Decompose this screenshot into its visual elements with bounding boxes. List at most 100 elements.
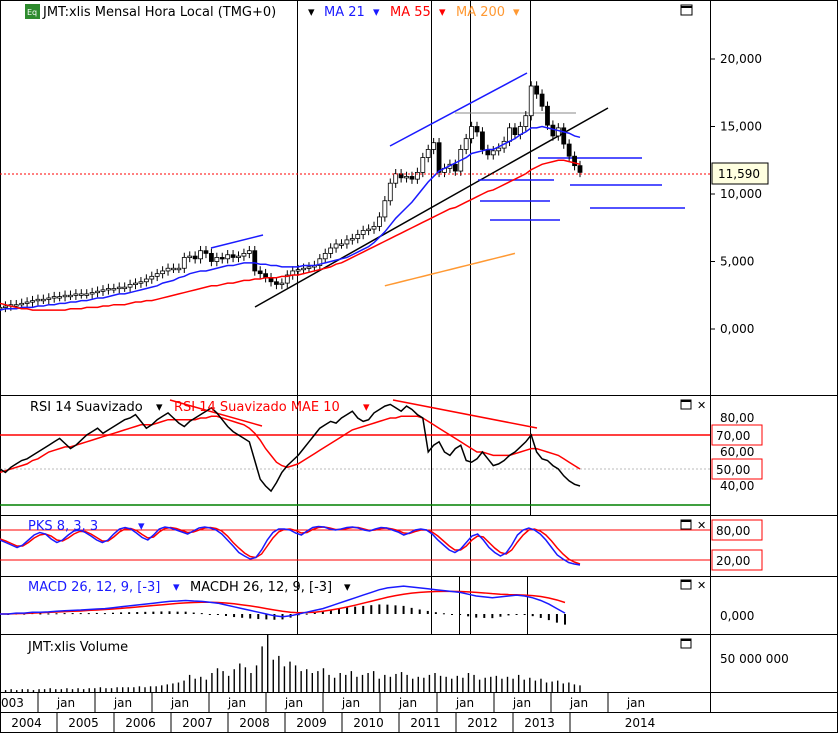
candle-body [225, 254, 231, 260]
macd-histogram-bar [200, 613, 203, 615]
candle-body [414, 171, 420, 180]
macd-histogram-bar [136, 612, 139, 614]
pks-level-label: 80,00 [716, 524, 750, 538]
trendline-drawings[interactable] [210, 72, 685, 308]
candle-body [572, 155, 577, 167]
rsi-legend-dropdown[interactable]: ▾ [363, 400, 370, 415]
macd-histogram-bar [547, 614, 550, 621]
candle-body [322, 252, 328, 260]
candle-body [219, 257, 225, 260]
candle-body [100, 289, 106, 292]
macd-histogram-bar [208, 614, 211, 615]
macd-histogram-bar [491, 614, 494, 619]
close-icon[interactable]: ✕ [697, 519, 706, 532]
macd-histogram-bar [233, 614, 236, 618]
month-jan-label: jan [113, 696, 132, 710]
macd-histogram-bar [410, 607, 413, 614]
macd-histogram-bar [95, 612, 98, 614]
rsi-panel: RSI 14 Suavizado ▾ RSI 14 Suavizado MAE … [0, 399, 763, 506]
candle-body [78, 293, 84, 296]
legend-ma21-arrow[interactable]: ▾ [308, 5, 315, 20]
panel-controls[interactable]: ✕ ✕ ✕ [680, 399, 706, 649]
macd-histogram-bar [531, 614, 534, 617]
trendline-blue-upper-1[interactable] [210, 234, 264, 249]
candle-body [187, 255, 193, 259]
year-label: 2007 [182, 716, 213, 730]
legend-ma55[interactable]: MA 55 [390, 5, 431, 20]
candle-body [116, 286, 122, 290]
month-jan-label: jan [284, 696, 303, 710]
macd-histogram-bar [176, 611, 179, 614]
rsi-panel-title: RSI 14 Suavizado [30, 400, 143, 415]
candle-body [138, 281, 144, 284]
year-label: 2004 [11, 716, 42, 730]
legend-ma21-dropdown[interactable]: ▾ [373, 5, 380, 20]
current-price-label: 11,590 [718, 167, 760, 181]
eq-icon-label: Eq [27, 8, 37, 17]
pks-slow-line [0, 526, 581, 565]
candle-body [149, 275, 155, 280]
macd-histogram-bar [564, 614, 566, 625]
price-axis-tick-label: 5,000 [720, 255, 754, 269]
candle-body [377, 216, 382, 227]
macd-histogram-bar [47, 613, 50, 615]
candle-body [13, 304, 19, 307]
macd-histogram-bar [305, 613, 308, 615]
candle-body [127, 284, 133, 288]
candle-body [528, 85, 534, 117]
candle-body [3, 305, 8, 308]
rsi-axis-tick-label: 40,00 [720, 479, 754, 493]
candle-body [490, 150, 496, 156]
macd-histogram-bar [475, 614, 478, 618]
candle-body [30, 300, 35, 303]
macd-histogram-bar [370, 605, 373, 614]
maximize-icon[interactable] [680, 4, 693, 16]
candle-body [160, 270, 166, 275]
month-jan-label: jan [56, 696, 75, 710]
rsi-divergence-line [392, 399, 538, 429]
candle-body [333, 243, 339, 249]
rsi-level-label: 50,00 [716, 463, 750, 477]
candle-body [523, 115, 529, 127]
eq-icon[interactable] [25, 4, 40, 19]
close-icon[interactable]: ✕ [697, 399, 706, 412]
year-label: 2006 [125, 716, 156, 730]
month-jan-label: jan [170, 696, 189, 710]
candle-body [561, 127, 567, 145]
macd-histogram-bar [467, 614, 470, 617]
legend-ma200[interactable]: MA 200 [456, 5, 505, 20]
legend-ma200-dropdown[interactable]: ▾ [513, 5, 520, 20]
macd-histogram-bar [418, 609, 421, 614]
ma55-line [0, 159, 581, 311]
candle-body [133, 282, 138, 286]
macd-histogram-bar [273, 614, 276, 620]
macd-histogram-bar [507, 614, 510, 616]
candle-body [62, 294, 68, 298]
volume-panel: JMT:xlis Volume 50 000 000 [0, 635, 789, 692]
candle-body [301, 267, 306, 271]
legend-ma21[interactable]: MA 21 [324, 5, 365, 20]
macdh-legend[interactable]: MACDH 26, 12, 9, [-3] [190, 580, 332, 595]
month-jan-label: jan [512, 696, 531, 710]
candle-body [344, 239, 350, 245]
candle-body [154, 273, 160, 277]
macd-histogram-bar [120, 612, 123, 614]
macdh-dropdown[interactable]: ▾ [344, 580, 351, 595]
trendline-blue-upper-2[interactable] [389, 72, 528, 147]
candle-body [279, 282, 285, 286]
pks-title-dropdown[interactable]: ▾ [138, 519, 145, 534]
macd-histogram-bar [313, 612, 316, 614]
macd-histogram-bar [402, 605, 405, 614]
trendline-black-support[interactable] [254, 107, 609, 308]
candle-body [214, 257, 220, 262]
candle-body [143, 278, 149, 283]
macd-title-dropdown[interactable]: ▾ [173, 580, 180, 595]
close-icon[interactable]: ✕ [697, 579, 706, 592]
legend-ma55-dropdown[interactable]: ▾ [439, 5, 446, 20]
macd-histogram-bar [241, 614, 244, 618]
macd-panel-title: MACD 26, 12, 9, [-3] [28, 580, 160, 595]
macd-histogram-bar [515, 614, 518, 615]
rsi-title-dropdown[interactable]: ▾ [156, 400, 163, 415]
candle-body [252, 250, 258, 272]
rsi-legend-mae[interactable]: RSI 14 Suavizado MAE 10 [174, 400, 340, 415]
